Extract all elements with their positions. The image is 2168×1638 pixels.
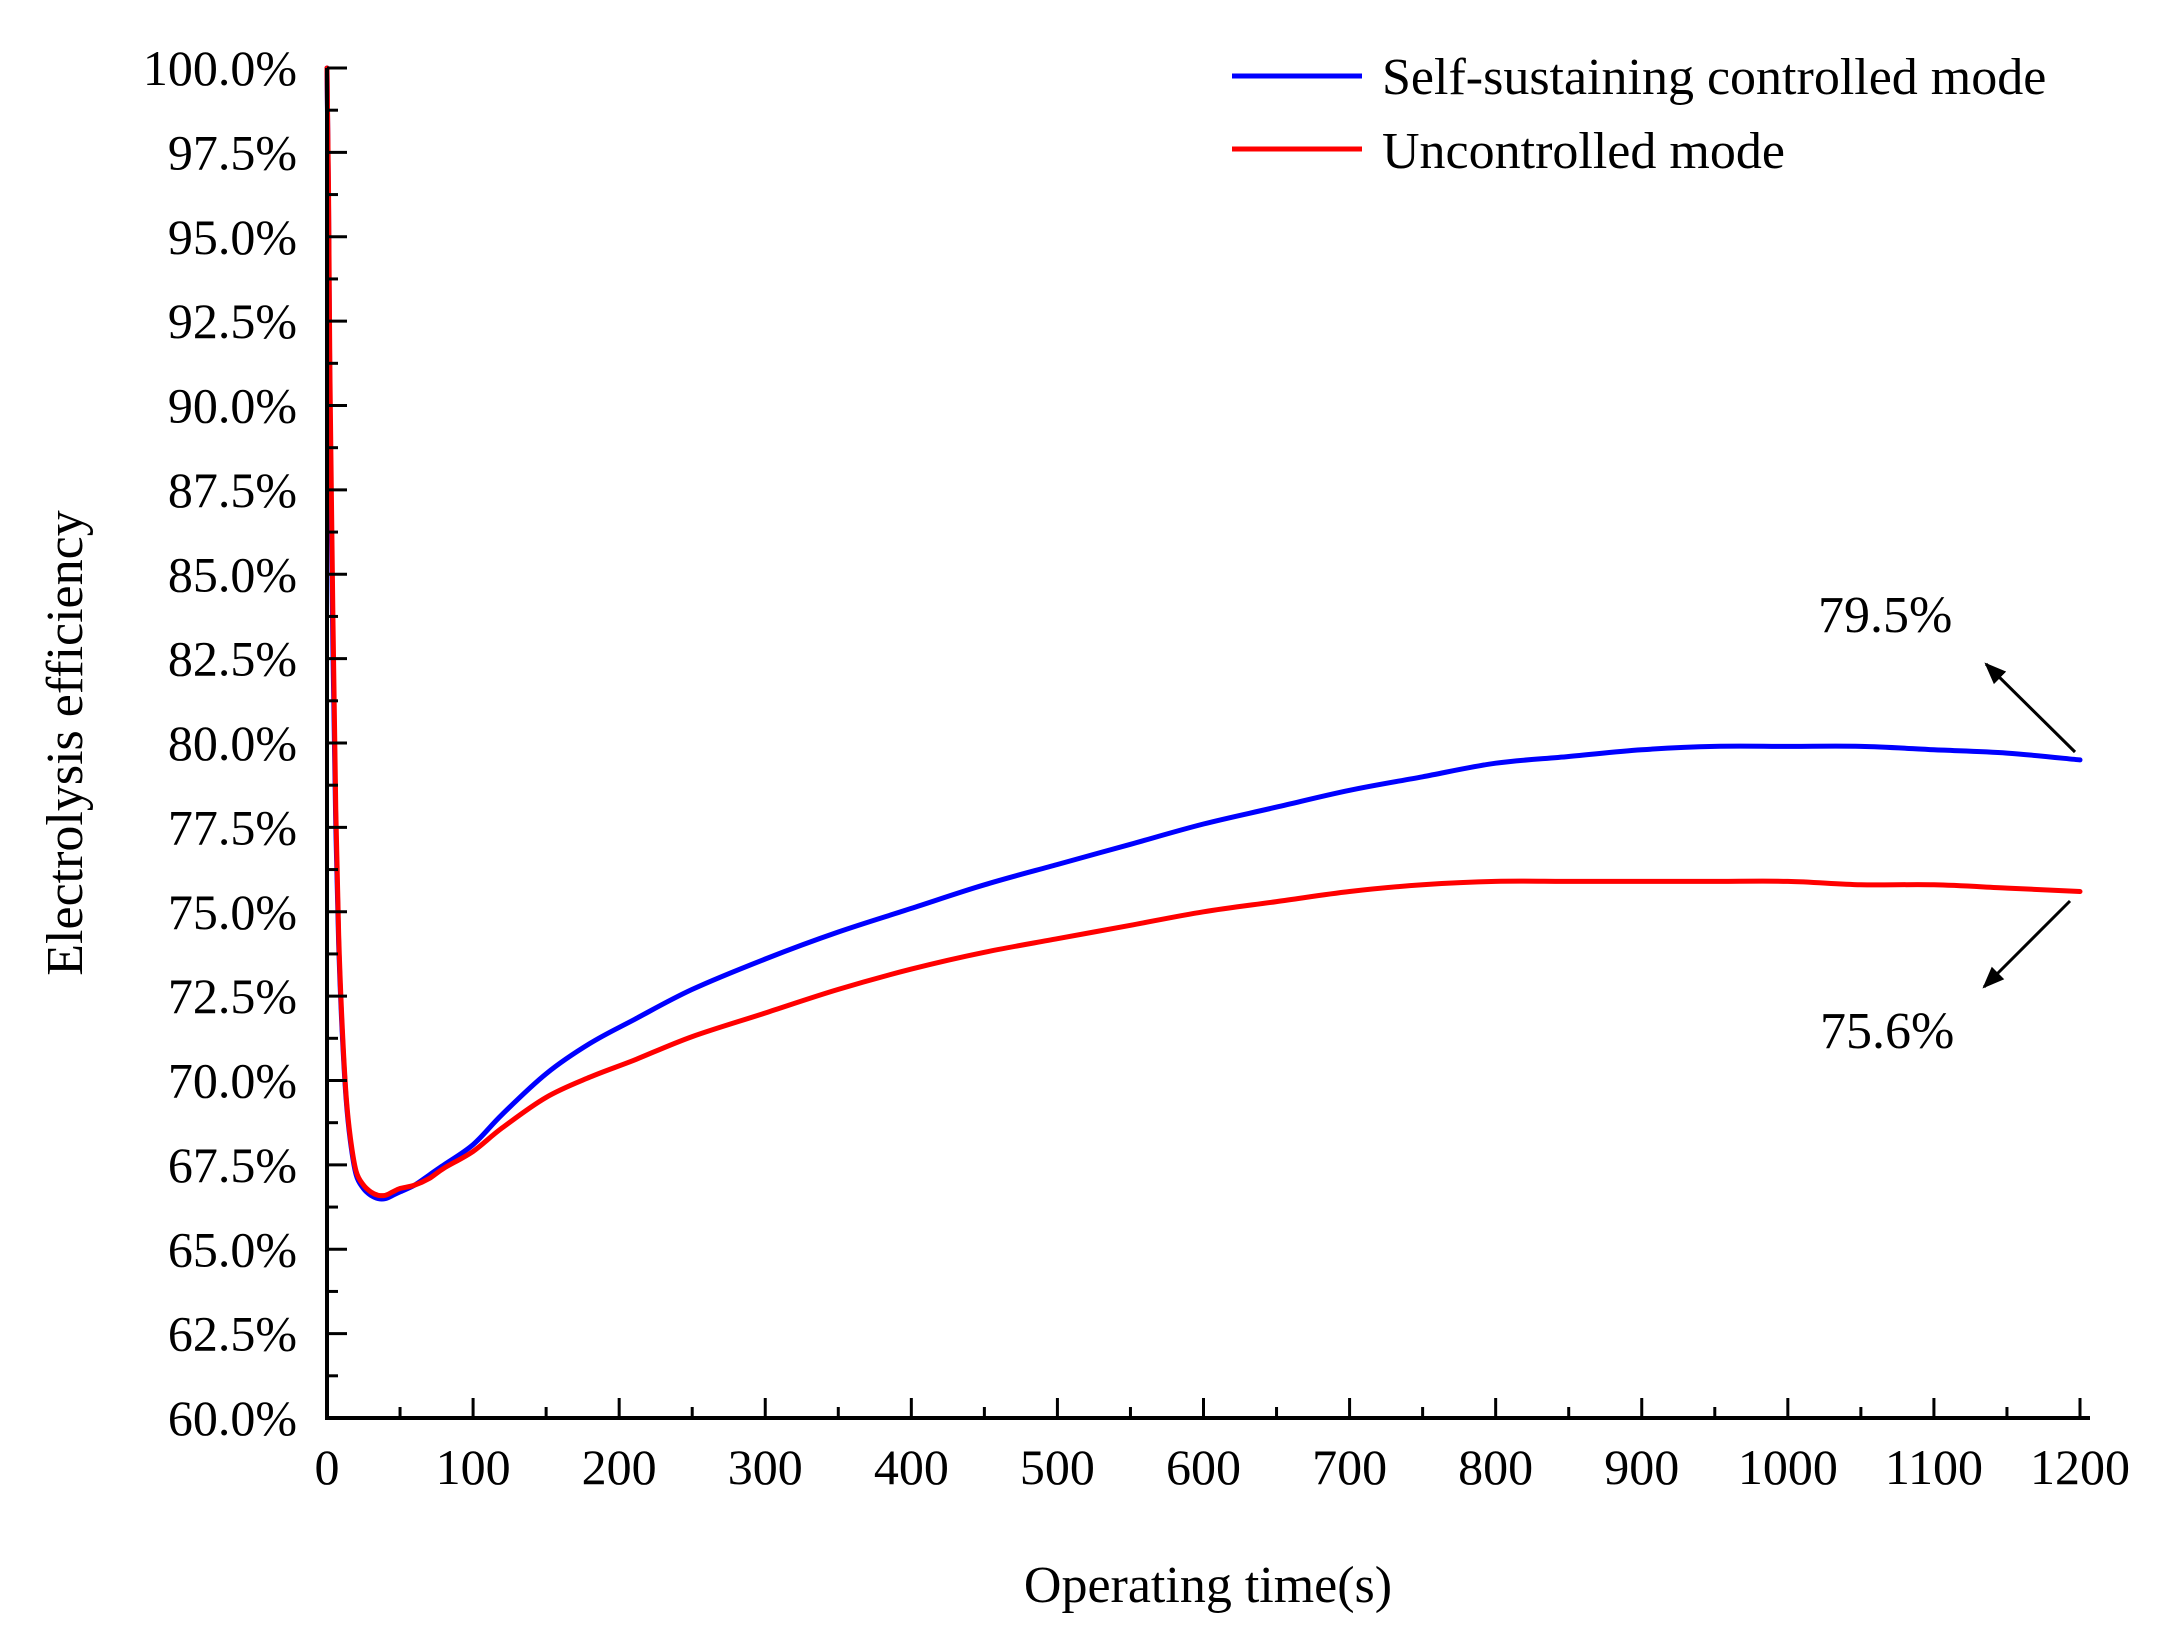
- y-tick-label: 90.0%: [168, 378, 297, 434]
- x-tick-label: 500: [1020, 1439, 1095, 1495]
- x-axis-title: Operating time(s): [1024, 1557, 1392, 1614]
- legend-label-uncontrolled: Uncontrolled mode: [1382, 123, 1785, 180]
- x-tick-label: 300: [728, 1439, 803, 1495]
- y-tick-label: 72.5%: [168, 968, 297, 1024]
- y-tick-label: 85.0%: [168, 546, 297, 602]
- legend-label-self-sustaining: Self-sustaining controlled mode: [1382, 49, 2046, 106]
- annotation-label-uncontrolled-final: 75.6%: [1820, 1003, 1954, 1060]
- x-tick-label: 600: [1166, 1439, 1241, 1495]
- x-tick-label: 400: [874, 1439, 949, 1495]
- series-line-uncontrolled: [324, 65, 2083, 1199]
- y-axis-title: Electrolysis efficiency: [37, 510, 94, 975]
- y-tick-label: 100.0%: [143, 40, 297, 96]
- x-tick-label: 1000: [1738, 1439, 1838, 1495]
- y-tick-label: 82.5%: [168, 631, 297, 687]
- annotation-arrow-controlled-final: [1984, 662, 2077, 754]
- x-tick-label: 1100: [1885, 1439, 1983, 1495]
- y-tick-label: 62.5%: [168, 1306, 297, 1362]
- x-tick-label: 100: [436, 1439, 511, 1495]
- legend: Self-sustaining controlled mode Uncontro…: [1232, 49, 2046, 180]
- y-ticks: 60.0% 62.5% 65.0% 67.5% 70.0% 72.5% 75.0% 77.5%…: [143, 40, 347, 1446]
- x-tick-label: 800: [1458, 1439, 1533, 1495]
- x-ticks: 0 100 200 300 400 500 600 700 800 900 1000 1100 1200: [315, 1398, 2130, 1495]
- y-tick-label: 87.5%: [168, 462, 297, 518]
- x-tick-label: 900: [1604, 1439, 1679, 1495]
- y-tick-label: 97.5%: [168, 124, 297, 180]
- x-tick-label: 200: [582, 1439, 657, 1495]
- annotations: 79.5% 75.6%: [1818, 587, 2077, 1060]
- annotation-label-controlled-final: 79.5%: [1818, 587, 1952, 644]
- annotation-arrow-uncontrolled-final: [1982, 899, 2072, 989]
- y-tick-label: 70.0%: [168, 1053, 297, 1109]
- y-tick-label: 65.0%: [168, 1221, 297, 1277]
- y-tick-label: 60.0%: [168, 1390, 297, 1446]
- y-tick-label: 95.0%: [168, 209, 297, 265]
- x-tick-label: 0: [315, 1439, 340, 1495]
- y-tick-label: 75.0%: [168, 884, 297, 940]
- y-tick-label: 67.5%: [168, 1137, 297, 1193]
- x-tick-label: 700: [1312, 1439, 1387, 1495]
- x-tick-label: 1200: [2030, 1439, 2130, 1495]
- y-tick-label: 80.0%: [168, 715, 297, 771]
- y-tick-label: 92.5%: [168, 293, 297, 349]
- y-tick-label: 77.5%: [168, 799, 297, 855]
- series-layer: [324, 65, 2083, 1202]
- axes: [325, 68, 2090, 1420]
